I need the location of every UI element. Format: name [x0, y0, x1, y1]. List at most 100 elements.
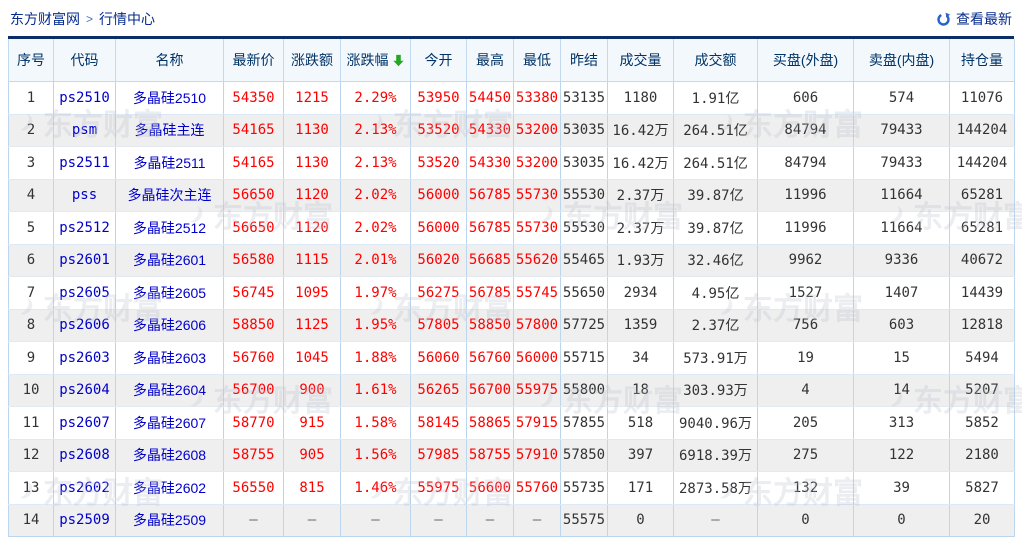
- col-header-pct[interactable]: 涨跌幅: [340, 39, 411, 82]
- cell-amt: 1.91亿: [673, 81, 758, 115]
- cell-code[interactable]: ps2511: [53, 146, 116, 180]
- cell-prev: 55800: [560, 373, 608, 407]
- cell-name[interactable]: 多晶硅2511: [115, 146, 224, 180]
- col-header-chg[interactable]: 涨跌额: [283, 39, 341, 82]
- cell-name[interactable]: 多晶硅2602: [115, 471, 224, 505]
- cell-name[interactable]: 多晶硅2604: [115, 373, 224, 407]
- cell-prev: 57725: [560, 308, 608, 342]
- cell-vol: 16.42万: [607, 113, 674, 147]
- cell-code[interactable]: ps2602: [53, 471, 116, 505]
- cell-low: 55745: [513, 276, 561, 310]
- top-bar: 东方财富网 > 行情中心 查看最新: [0, 0, 1022, 36]
- cell-name[interactable]: 多晶硅2510: [115, 81, 224, 115]
- col-header-buy[interactable]: 买盘(外盘): [757, 39, 854, 82]
- cell-name[interactable]: 多晶硅2603: [115, 341, 224, 375]
- cell-low: 55760: [513, 471, 561, 505]
- cell-buy: 205: [757, 406, 854, 440]
- col-header-label: 序号: [17, 52, 45, 68]
- table-row: 1 ps2510 多晶硅2510 54350 1215 2.29% 53950 54450 53…: [8, 81, 1015, 115]
- cell-prev: 53035: [560, 146, 608, 180]
- cell-pct: 1.95%: [340, 308, 411, 342]
- cell-pct: 2.02%: [340, 211, 411, 245]
- col-header-label: 成交量: [619, 52, 662, 68]
- cell-buy: 84794: [757, 113, 854, 147]
- col-header-prev[interactable]: 昨结: [560, 39, 608, 82]
- cell-name[interactable]: 多晶硅2601: [115, 243, 224, 277]
- cell-code[interactable]: ps2606: [53, 308, 116, 342]
- col-header-last[interactable]: 最新价: [223, 39, 284, 82]
- cell-name[interactable]: 多晶硅次主连: [115, 178, 224, 212]
- col-header-label: 涨跌幅: [346, 52, 389, 68]
- cell-chg: 905: [283, 438, 341, 472]
- cell-sell: 39: [853, 471, 950, 505]
- cell-idx: 7: [8, 276, 54, 310]
- breadcrumb-separator: >: [86, 12, 94, 26]
- cell-name[interactable]: 多晶硅2512: [115, 211, 224, 245]
- cell-prev: 55575: [560, 503, 608, 537]
- cell-prev: 55715: [560, 341, 608, 375]
- cell-code[interactable]: ps2608: [53, 438, 116, 472]
- table-row: 9 ps2603 多晶硅2603 56760 1045 1.88% 56060 56760 56…: [8, 341, 1015, 375]
- cell-last: 58850: [223, 308, 284, 342]
- breadcrumb-home-link[interactable]: 东方财富网: [10, 11, 80, 27]
- cell-idx: 5: [8, 211, 54, 245]
- col-header-name[interactable]: 名称: [115, 39, 224, 82]
- cell-name[interactable]: 多晶硅2606: [115, 308, 224, 342]
- cell-code[interactable]: ps2604: [53, 373, 116, 407]
- cell-code[interactable]: ps2605: [53, 276, 116, 310]
- cell-last: 56700: [223, 373, 284, 407]
- breadcrumb-current-link[interactable]: 行情中心: [99, 11, 156, 27]
- cell-code[interactable]: ps2607: [53, 406, 116, 440]
- cell-oi: 65281: [949, 178, 1015, 212]
- cell-chg: –: [283, 503, 341, 537]
- cell-name[interactable]: 多晶硅2605: [115, 276, 224, 310]
- col-header-sell[interactable]: 卖盘(内盘): [853, 39, 950, 82]
- col-header-high[interactable]: 最高: [466, 39, 514, 82]
- cell-name[interactable]: 多晶硅2608: [115, 438, 224, 472]
- col-header-open[interactable]: 今开: [410, 39, 467, 82]
- col-header-idx[interactable]: 序号: [8, 39, 54, 82]
- cell-sell: 313: [853, 406, 950, 440]
- cell-pct: 1.46%: [340, 471, 411, 505]
- cell-code[interactable]: pss: [53, 178, 116, 212]
- cell-code[interactable]: ps2601: [53, 243, 116, 277]
- cell-code[interactable]: ps2512: [53, 211, 116, 245]
- cell-oi: 11076: [949, 81, 1015, 115]
- cell-vol: 0: [607, 503, 674, 537]
- cell-chg: 1115: [283, 243, 341, 277]
- cell-pct: 1.58%: [340, 406, 411, 440]
- col-header-oi[interactable]: 持仓量: [949, 39, 1015, 82]
- cell-buy: 11996: [757, 178, 854, 212]
- col-header-code[interactable]: 代码: [53, 39, 116, 82]
- cell-prev: 57850: [560, 438, 608, 472]
- cell-pct: 2.13%: [340, 113, 411, 147]
- cell-sell: 1407: [853, 276, 950, 310]
- cell-code[interactable]: ps2603: [53, 341, 116, 375]
- cell-name[interactable]: 多晶硅2509: [115, 503, 224, 537]
- cell-low: 57915: [513, 406, 561, 440]
- cell-vol: 518: [607, 406, 674, 440]
- cell-code[interactable]: ps2510: [53, 81, 116, 115]
- cell-code[interactable]: ps2509: [53, 503, 116, 537]
- col-header-label: 卖盘(内盘): [868, 52, 935, 68]
- col-header-low[interactable]: 最低: [513, 39, 561, 82]
- cell-vol: 171: [607, 471, 674, 505]
- col-header-label: 今开: [424, 52, 453, 68]
- col-header-vol[interactable]: 成交量: [607, 39, 674, 82]
- cell-vol: 2.37万: [607, 211, 674, 245]
- cell-chg: 1125: [283, 308, 341, 342]
- col-header-amt[interactable]: 成交额: [673, 39, 758, 82]
- cell-oi: 12818: [949, 308, 1015, 342]
- cell-sell: 11664: [853, 211, 950, 245]
- cell-prev: 55530: [560, 178, 608, 212]
- view-latest-link[interactable]: 查看最新: [936, 9, 1012, 29]
- cell-chg: 815: [283, 471, 341, 505]
- cell-name[interactable]: 多晶硅2607: [115, 406, 224, 440]
- refresh-icon: [936, 12, 951, 27]
- cell-name[interactable]: 多晶硅主连: [115, 113, 224, 147]
- quote-table: 序号 代码 名称 最新价 涨跌额 涨跌幅 今开 最高 最低 昨结 成交量 成交额 买盘(外盘) 卖盘(内盘…: [8, 39, 1015, 537]
- cell-last: 56650: [223, 211, 284, 245]
- cell-oi: 40672: [949, 243, 1015, 277]
- cell-code[interactable]: psm: [53, 113, 116, 147]
- cell-amt: 303.93万: [673, 373, 758, 407]
